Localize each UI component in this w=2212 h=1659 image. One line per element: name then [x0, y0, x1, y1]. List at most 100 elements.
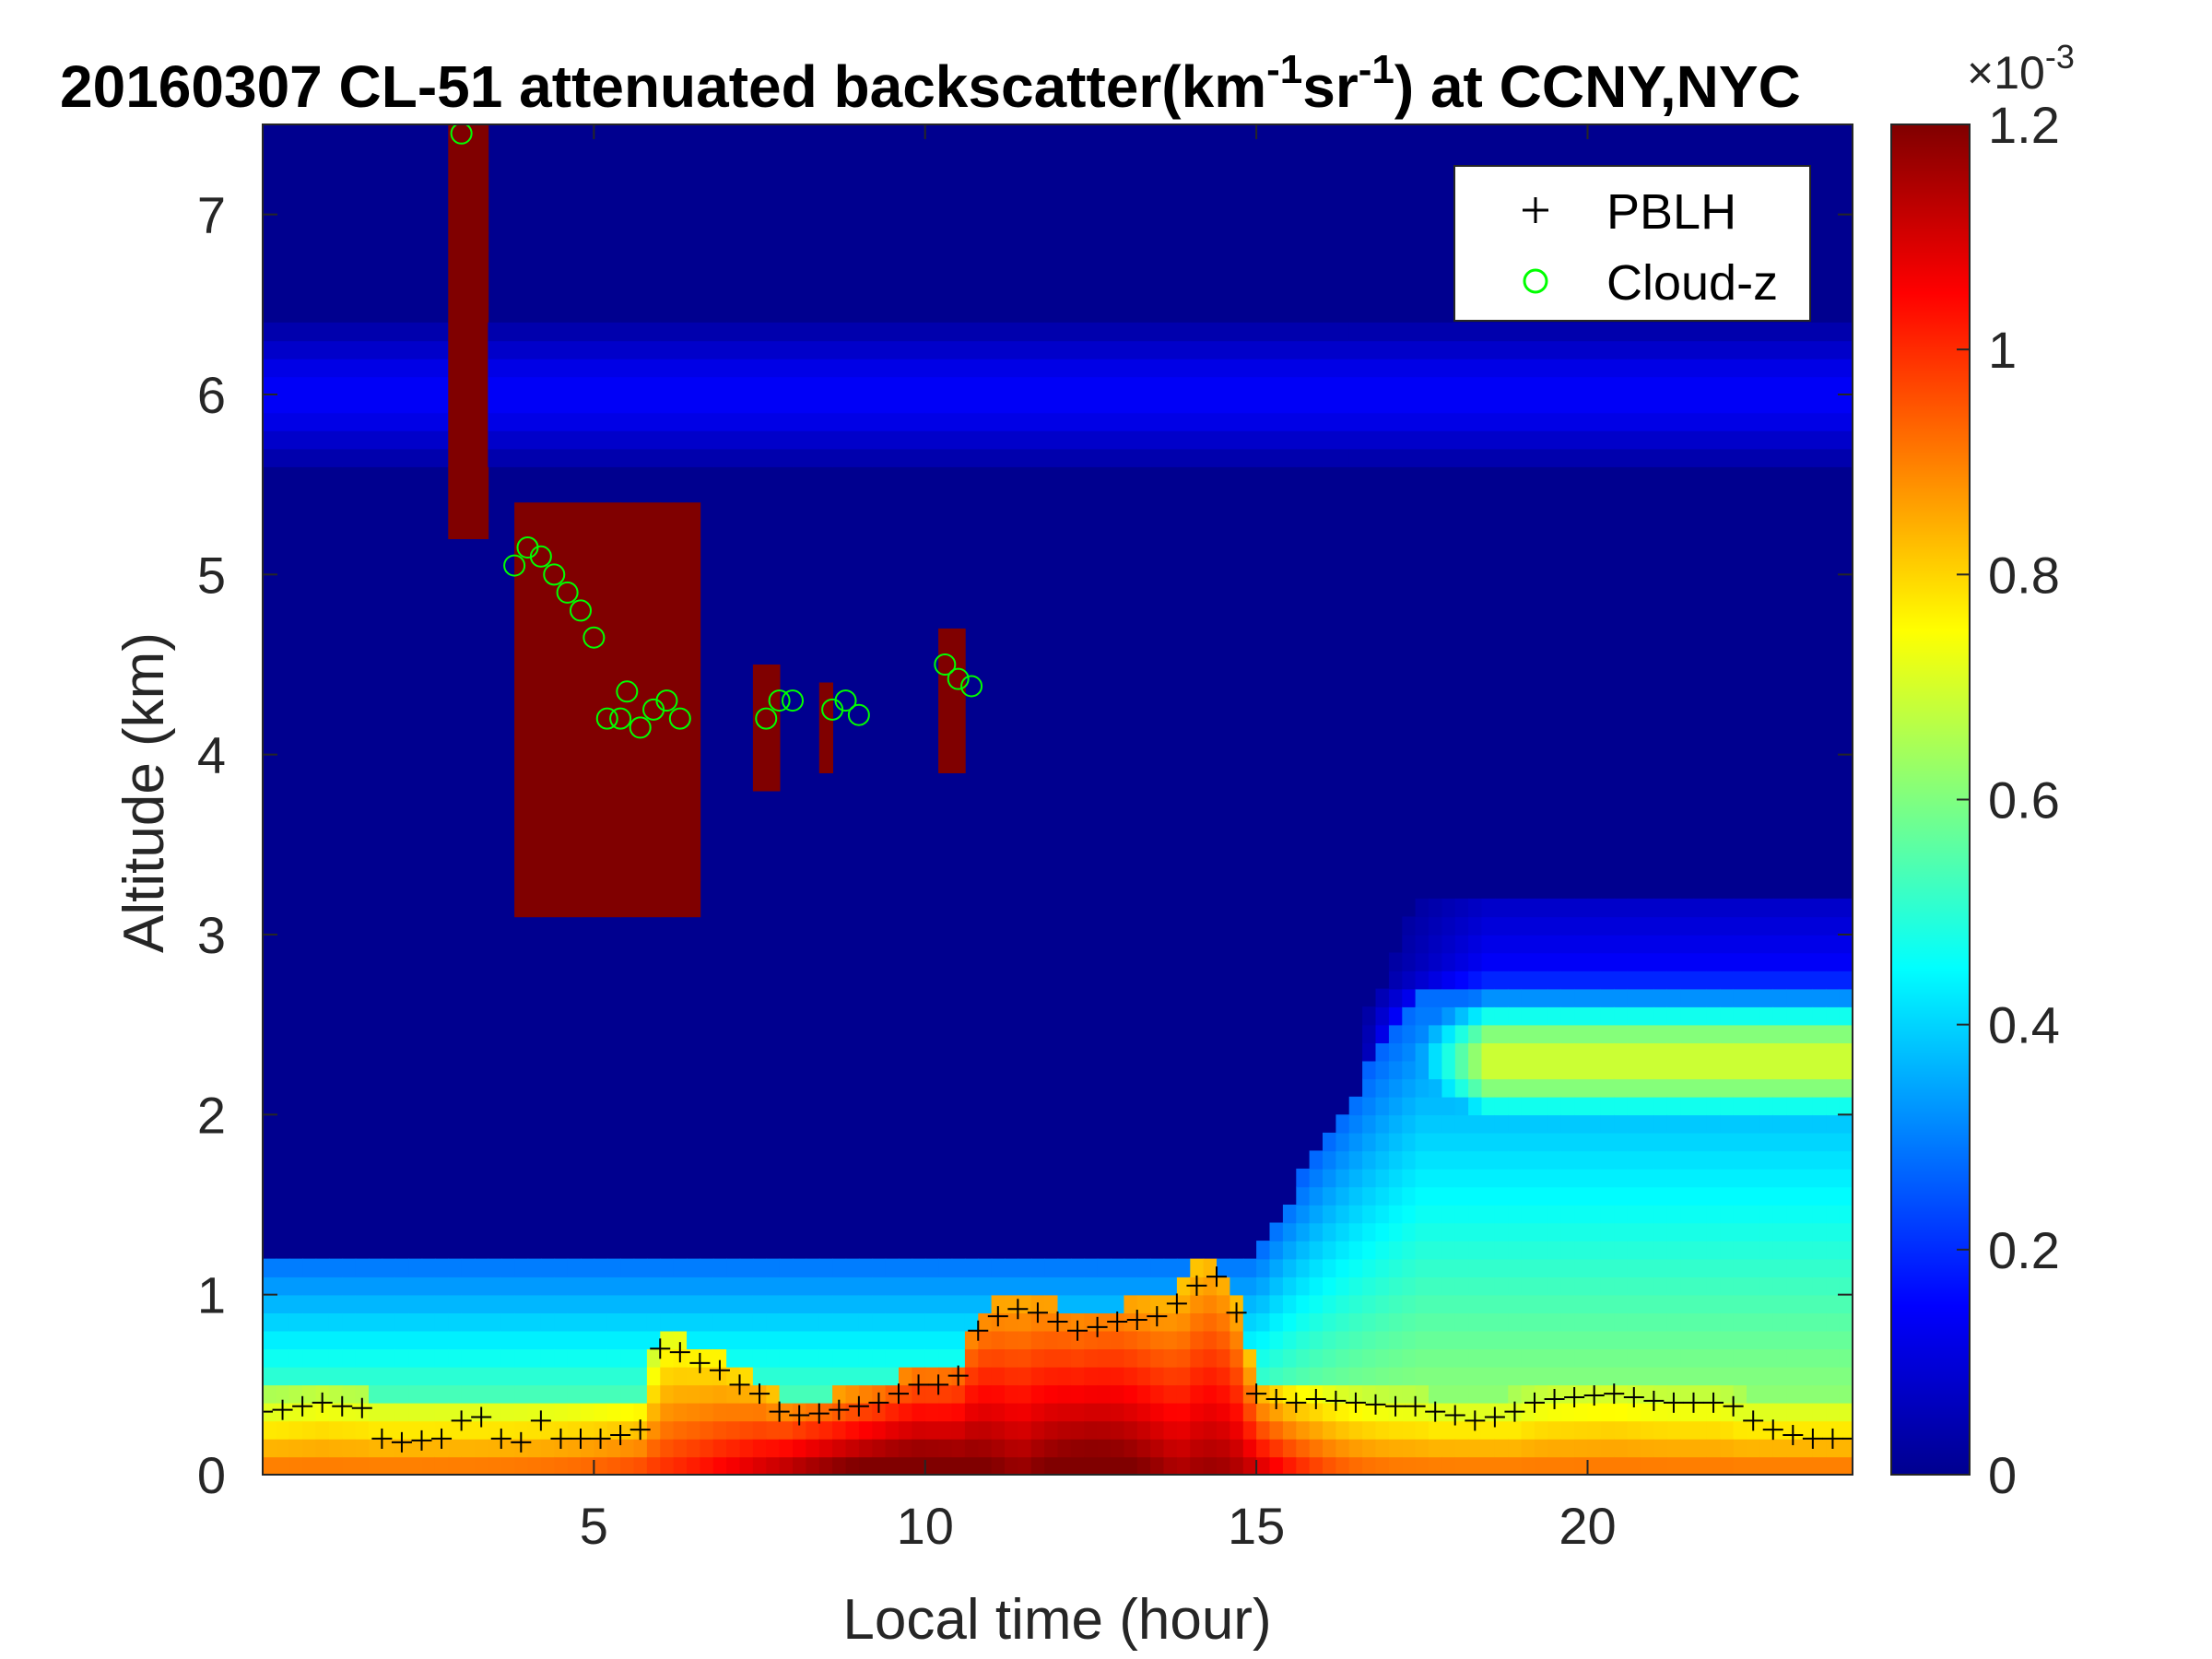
heatmap-cell	[1468, 1042, 1483, 1062]
heatmap-cell	[1230, 1366, 1244, 1386]
heatmap-cell	[1362, 1078, 1377, 1098]
heatmap-cell	[1733, 1277, 1747, 1296]
heatmap-cell	[594, 665, 608, 684]
heatmap-cell	[1282, 340, 1298, 359]
heatmap-cell	[1415, 1330, 1430, 1349]
heatmap-cell	[394, 1277, 409, 1296]
heatmap-cell	[1812, 1456, 1828, 1475]
heatmap-cell	[1494, 1114, 1510, 1134]
heatmap-cell	[899, 1277, 913, 1296]
heatmap-cell	[540, 1402, 556, 1422]
heatmap-cell	[1600, 1420, 1616, 1440]
heatmap-cell	[938, 700, 953, 720]
heatmap-cell	[581, 1402, 595, 1422]
heatmap-cell	[540, 1456, 556, 1475]
heatmap-cell	[1097, 1366, 1112, 1386]
heatmap-cell	[1256, 1456, 1271, 1475]
heatmap-cell	[1375, 1150, 1390, 1170]
heatmap-cell	[1614, 1205, 1629, 1224]
heatmap-cell	[1309, 322, 1324, 342]
heatmap-cell	[1560, 1096, 1575, 1116]
heatmap-cell	[1124, 1438, 1138, 1458]
heatmap-cell	[793, 340, 807, 359]
heatmap-cell	[1429, 1241, 1443, 1260]
heatmap-cell	[1494, 412, 1510, 431]
heatmap-cell	[712, 1258, 727, 1277]
heatmap-cell	[1720, 412, 1735, 431]
title-middle: sr	[1302, 53, 1359, 120]
pblh-point	[1504, 1401, 1525, 1422]
heatmap-cell	[1733, 1402, 1747, 1422]
heatmap-cell	[1600, 448, 1616, 467]
heatmap-cell	[500, 1438, 515, 1458]
heatmap-cell	[1653, 988, 1668, 1007]
heatmap-cell	[1772, 1258, 1787, 1277]
heatmap-cell	[1057, 1294, 1072, 1313]
heatmap-cell	[1839, 1277, 1853, 1296]
heatmap-cell	[1812, 971, 1828, 990]
heatmap-cell	[581, 826, 595, 846]
y-tick-label: 2	[197, 1086, 226, 1144]
heatmap-cell	[1826, 322, 1841, 342]
heatmap-cell	[1124, 1384, 1138, 1404]
heatmap-cell	[1005, 1312, 1019, 1332]
heatmap-cell	[964, 1294, 980, 1313]
heatmap-cell	[606, 790, 621, 809]
y-tick-label: 4	[197, 726, 226, 784]
heatmap-cell	[1030, 1366, 1045, 1386]
heatmap-cell	[1600, 430, 1616, 450]
heatmap-cell	[1826, 1330, 1841, 1349]
heatmap-cell	[1759, 1348, 1774, 1368]
heatmap-cell	[527, 772, 542, 792]
heatmap-cell	[1217, 412, 1231, 431]
heatmap-cell	[964, 430, 980, 450]
heatmap-cell	[1375, 1186, 1390, 1206]
heatmap-cell	[1070, 430, 1086, 450]
heatmap-cell	[1136, 1277, 1151, 1296]
heatmap-cell	[540, 1384, 556, 1404]
heatmap-cell	[726, 1366, 741, 1386]
heatmap-cell	[1097, 1277, 1112, 1296]
heatmap-cell	[793, 430, 807, 450]
heatmap-cell	[1481, 1006, 1496, 1026]
heatmap-cell	[991, 1258, 1006, 1277]
heatmap-cell	[1296, 1438, 1311, 1458]
heatmap-cell	[1230, 394, 1244, 414]
heatmap-cell	[1680, 1241, 1695, 1260]
heatmap-cell	[1242, 376, 1257, 395]
heatmap-cell	[673, 772, 688, 792]
heatmap-cell	[872, 1330, 887, 1349]
heatmap-cell	[475, 520, 489, 539]
heatmap-cell	[1680, 1186, 1695, 1206]
heatmap-cell	[1547, 952, 1562, 971]
heatmap-cell	[1666, 1042, 1681, 1062]
heatmap-cell	[500, 376, 515, 395]
heatmap-cell	[554, 646, 569, 665]
heatmap-cell	[1190, 430, 1205, 450]
heatmap-cell	[687, 880, 701, 900]
heatmap-cell	[1614, 1294, 1629, 1313]
heatmap-cell	[1454, 394, 1469, 414]
heatmap-cell	[1441, 952, 1456, 971]
heatmap-cell	[461, 196, 476, 216]
heatmap-cell	[660, 1294, 675, 1313]
heatmap-cell	[408, 1402, 423, 1422]
heatmap-cell	[1680, 1060, 1695, 1079]
heatmap-cell	[646, 1312, 662, 1332]
heatmap-cell	[1362, 1096, 1377, 1116]
heatmap-cell	[1494, 394, 1510, 414]
heatmap-cell	[1203, 1366, 1218, 1386]
heatmap-cell	[1429, 1186, 1443, 1206]
heatmap-cell	[1429, 376, 1443, 395]
heatmap-cell	[1057, 1402, 1072, 1422]
heatmap-cell	[1163, 322, 1178, 342]
heatmap-cell	[646, 376, 662, 395]
heatmap-cell	[1521, 1024, 1535, 1043]
heatmap-cell	[1441, 898, 1456, 918]
heatmap-cell	[382, 1312, 396, 1332]
heatmap-cell	[1018, 430, 1032, 450]
heatmap-cell	[912, 1348, 926, 1368]
heatmap-cell	[660, 376, 675, 395]
heatmap-cell	[488, 322, 502, 342]
heatmap-cell	[1799, 1186, 1814, 1206]
